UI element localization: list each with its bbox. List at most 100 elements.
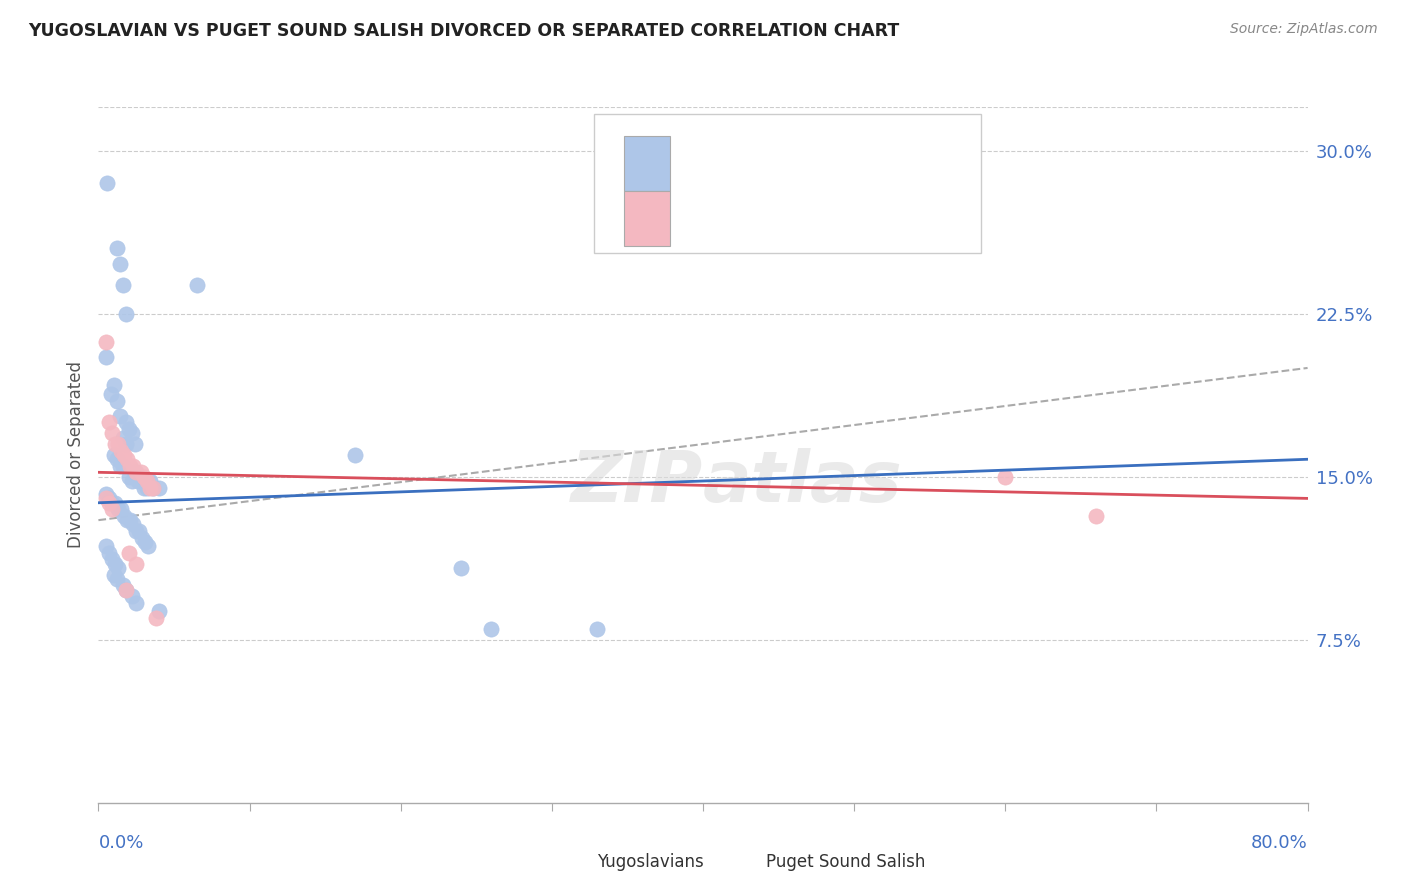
Point <box>94 334 117 349</box>
Point <box>101 552 124 566</box>
Point <box>103 448 125 462</box>
Point <box>134 535 156 549</box>
Text: 0.0%: 0.0% <box>98 834 143 852</box>
Point <box>120 513 142 527</box>
Text: YUGOSLAVIAN VS PUGET SOUND SALISH DIVORCED OR SEPARATED CORRELATION CHART: YUGOSLAVIAN VS PUGET SOUND SALISH DIVORC… <box>28 22 900 40</box>
Point <box>121 474 143 488</box>
Text: atlas: atlas <box>703 449 903 517</box>
Point <box>105 572 128 586</box>
Point <box>127 474 149 488</box>
Point <box>118 469 141 483</box>
Point <box>135 481 157 495</box>
Point <box>124 437 146 451</box>
Point <box>111 431 134 445</box>
Point <box>94 350 117 364</box>
Point <box>108 257 131 271</box>
Point <box>96 176 118 190</box>
Point <box>103 378 125 392</box>
Bar <box>727 838 758 887</box>
Point <box>1085 508 1108 523</box>
Text: N =: N = <box>828 154 875 172</box>
Text: R =: R = <box>685 154 721 172</box>
Point <box>124 466 146 480</box>
Point <box>98 546 121 560</box>
Point <box>101 496 124 510</box>
Point <box>148 605 170 619</box>
Bar <box>558 838 588 887</box>
Point <box>114 307 136 321</box>
Point <box>104 437 127 451</box>
Point <box>186 278 208 293</box>
Point <box>121 426 143 441</box>
Point <box>100 387 122 401</box>
Point <box>94 487 117 501</box>
Bar <box>624 191 671 246</box>
Text: 25: 25 <box>884 210 907 227</box>
Point <box>120 458 142 473</box>
Point <box>450 561 472 575</box>
Point <box>108 409 131 423</box>
Point <box>586 622 609 636</box>
Point <box>110 443 132 458</box>
Text: ZIP: ZIP <box>571 449 703 517</box>
Point <box>132 481 155 495</box>
Point <box>104 496 127 510</box>
Point <box>111 458 134 473</box>
Point <box>105 393 128 408</box>
Point <box>142 481 165 495</box>
Point <box>98 491 121 506</box>
Point <box>107 502 129 516</box>
Text: Source: ZipAtlas.com: Source: ZipAtlas.com <box>1230 22 1378 37</box>
Point <box>118 422 141 436</box>
Point <box>111 578 134 592</box>
FancyBboxPatch shape <box>595 114 981 253</box>
Text: Yugoslavians: Yugoslavians <box>596 853 703 871</box>
Point <box>98 496 121 510</box>
Point <box>107 561 129 575</box>
Point <box>129 466 152 480</box>
Point <box>114 582 136 597</box>
Point <box>145 611 167 625</box>
Text: R =: R = <box>685 210 721 227</box>
Point <box>125 596 148 610</box>
Point <box>118 546 141 560</box>
Point <box>125 524 148 538</box>
Point <box>139 474 162 488</box>
Point <box>112 508 135 523</box>
Point <box>107 437 129 451</box>
Point <box>121 589 143 603</box>
Point <box>101 502 124 516</box>
Point <box>105 452 128 467</box>
Point <box>142 481 165 495</box>
Point <box>114 437 136 451</box>
Point <box>135 474 157 488</box>
Point <box>122 458 145 473</box>
Text: Puget Sound Salish: Puget Sound Salish <box>766 853 925 871</box>
Point <box>481 622 503 636</box>
Point <box>94 491 117 506</box>
Point <box>94 539 117 553</box>
Point <box>112 448 135 462</box>
Text: -0.067: -0.067 <box>740 210 799 227</box>
Point <box>125 466 148 480</box>
Point <box>131 531 153 545</box>
Point <box>101 426 124 441</box>
Bar <box>624 136 671 192</box>
Y-axis label: Divorced or Separated: Divorced or Separated <box>66 361 84 549</box>
Point <box>115 513 138 527</box>
Point <box>125 557 148 571</box>
Point <box>114 582 136 597</box>
Point <box>108 458 131 473</box>
Point <box>103 567 125 582</box>
Text: 58: 58 <box>884 154 907 172</box>
Point <box>136 539 159 553</box>
Point <box>994 469 1017 483</box>
Point <box>98 415 121 429</box>
Point <box>132 469 155 483</box>
Text: 80.0%: 80.0% <box>1251 834 1308 852</box>
Point <box>148 481 170 495</box>
Point <box>122 517 145 532</box>
Text: N =: N = <box>828 210 875 227</box>
Point <box>128 524 150 538</box>
Point <box>104 557 127 571</box>
